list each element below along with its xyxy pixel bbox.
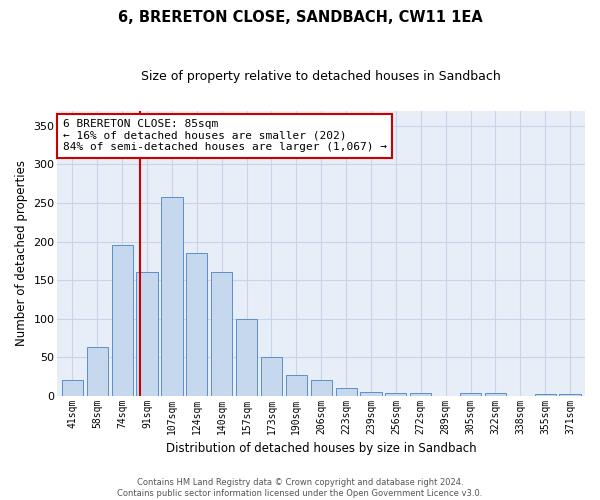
Bar — [236, 318, 257, 396]
Title: Size of property relative to detached houses in Sandbach: Size of property relative to detached ho… — [142, 70, 501, 83]
Bar — [261, 357, 282, 396]
Bar — [311, 380, 332, 396]
Bar — [410, 392, 431, 396]
Bar — [361, 392, 382, 396]
Bar — [186, 253, 208, 396]
Text: Contains HM Land Registry data © Crown copyright and database right 2024.
Contai: Contains HM Land Registry data © Crown c… — [118, 478, 482, 498]
Y-axis label: Number of detached properties: Number of detached properties — [15, 160, 28, 346]
Bar — [112, 246, 133, 396]
Bar — [136, 272, 158, 396]
Bar — [335, 388, 356, 396]
Bar — [286, 375, 307, 396]
Bar — [161, 197, 182, 396]
Bar — [460, 392, 481, 396]
Bar — [211, 272, 232, 396]
X-axis label: Distribution of detached houses by size in Sandbach: Distribution of detached houses by size … — [166, 442, 476, 455]
Bar — [485, 392, 506, 396]
Bar — [62, 380, 83, 396]
Bar — [385, 392, 406, 396]
Text: 6 BRERETON CLOSE: 85sqm
← 16% of detached houses are smaller (202)
84% of semi-d: 6 BRERETON CLOSE: 85sqm ← 16% of detache… — [63, 119, 387, 152]
Text: 6, BRERETON CLOSE, SANDBACH, CW11 1EA: 6, BRERETON CLOSE, SANDBACH, CW11 1EA — [118, 10, 482, 25]
Bar — [86, 347, 108, 396]
Bar — [559, 394, 581, 396]
Bar — [535, 394, 556, 396]
